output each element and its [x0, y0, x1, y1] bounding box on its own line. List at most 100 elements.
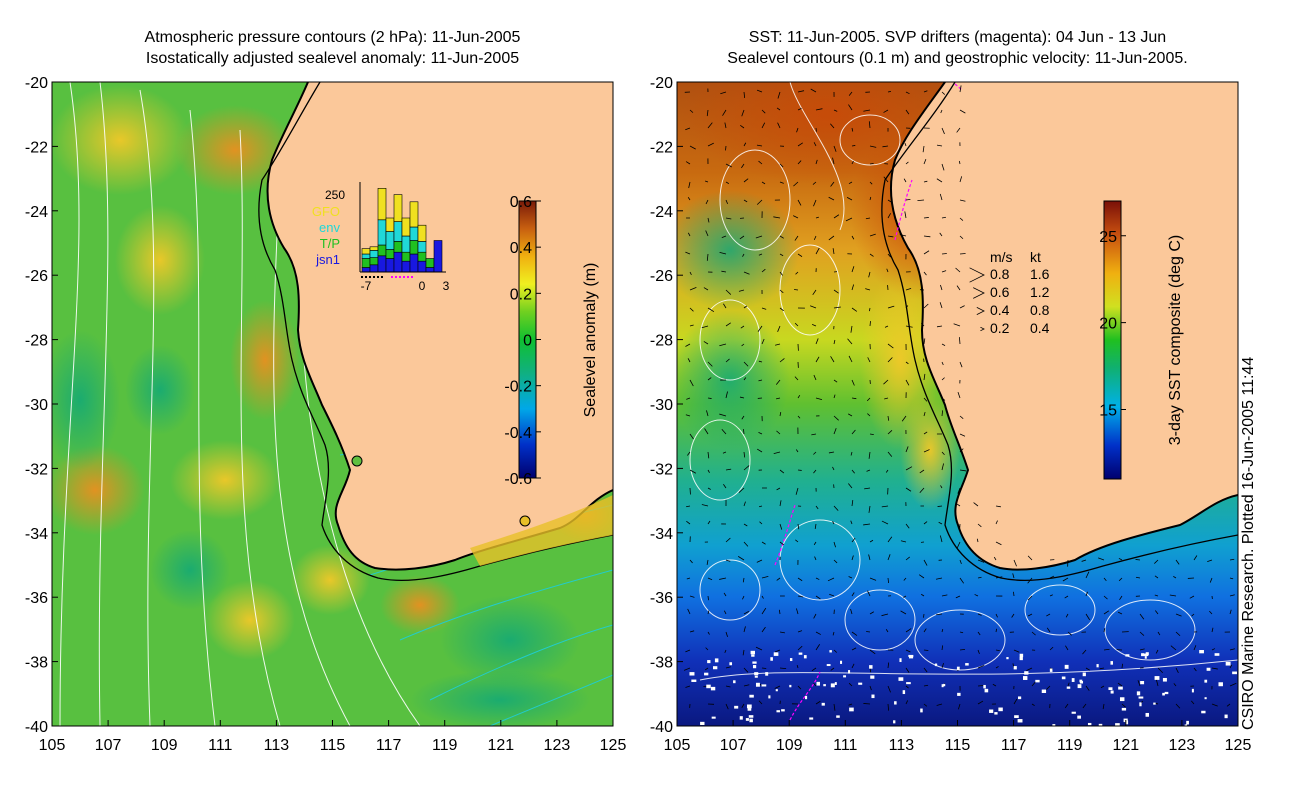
velocity-arrow: [992, 683, 997, 687]
cloud-pixel: [1232, 671, 1237, 675]
cloud-pixel: [957, 692, 961, 696]
velocity-arrow: [851, 397, 857, 400]
velocity-arrow: [863, 109, 871, 112]
velocity-arrow: [887, 253, 891, 258]
velocity-arrow: [1229, 577, 1234, 580]
velocity-arrow: [815, 577, 820, 580]
geostrophic-velocity-arrows: [683, 85, 1237, 711]
right-shelf-edge: [881, 82, 1238, 581]
velocity-arrow: [725, 199, 729, 205]
velocity-arrow: [959, 253, 966, 255]
velocity-arrow: [887, 343, 894, 349]
cloud-pixel: [1022, 676, 1028, 680]
y-tick-label: -30: [650, 397, 673, 414]
cloud-pixel: [1049, 668, 1053, 672]
esperance-tide-gauge: [519, 515, 531, 527]
cloud-pixel: [1225, 661, 1231, 666]
velocity-arrow: [955, 595, 961, 599]
cloud-pixel: [1077, 715, 1081, 719]
velocity-arrow: [704, 180, 709, 183]
velocity-arrow: [815, 108, 823, 111]
velocity-arrow: [993, 556, 997, 561]
velocity-arrow: [1098, 557, 1105, 561]
inset-bar-tp: [369, 257, 379, 266]
cloud-pixel: [998, 707, 1003, 712]
cloud-pixel: [920, 708, 923, 713]
velocity-arrow: [1117, 611, 1123, 615]
cloud-pixel: [834, 682, 837, 685]
velocity-arrow: [959, 415, 964, 420]
velocity-arrow: [923, 90, 928, 93]
velocity-arrow: [955, 267, 961, 273]
velocity-arrow: [777, 325, 781, 332]
velocity-arrow: [923, 449, 930, 453]
velocity-arrow: [707, 595, 709, 601]
velocity-arrow: [848, 104, 853, 111]
cloud-pixel: [1143, 653, 1149, 657]
velocity-arrow: [832, 466, 835, 471]
velocity-arrow: [940, 485, 943, 489]
velocity-key-header-ms: m/s: [990, 249, 1013, 265]
sst-colorbar-ticks: 25 20 15: [1099, 229, 1126, 420]
cloud-pixel: [773, 652, 779, 656]
velocity-arrow: [796, 608, 799, 615]
velocity-arrow: [813, 199, 817, 207]
cloud-pixel: [1119, 697, 1125, 702]
x-tick-label: 121: [1112, 737, 1139, 754]
velocity-arrow: [725, 289, 732, 295]
velocity-arrow: [977, 700, 984, 705]
right-coastline: [889, 82, 1238, 571]
velocity-arrow: [905, 109, 910, 115]
velocity-arrow: [867, 413, 871, 417]
velocity-arrow: [1027, 595, 1033, 601]
velocity-arrow: [761, 595, 764, 599]
inset-bar-gfo: [409, 201, 419, 228]
velocity-arrow: [827, 577, 835, 582]
inset-bar-gfo: [377, 188, 387, 221]
velocity-arrow: [863, 703, 871, 705]
velocity-arrow: [1137, 680, 1141, 687]
velocity-key-header-kt: kt: [1030, 249, 1041, 265]
cloud-pixel: [908, 654, 914, 657]
sla-colorbar-ticks: 0.6 0.4 0.2 0 -0.2 -0.4 -0.6: [504, 194, 541, 488]
velocity-key-ms: 0.2: [990, 320, 1010, 336]
velocity-arrow: [815, 700, 821, 705]
velocity-arrow: [867, 357, 871, 363]
velocity-arrow: [755, 646, 763, 651]
cloud-pixel: [902, 690, 906, 695]
velocity-arrow: [939, 302, 943, 309]
velocity-arrow: [959, 577, 965, 584]
cloud-pixel: [755, 682, 760, 687]
velocity-arrow: [903, 577, 907, 581]
velocity-arrow: [869, 233, 876, 237]
velocity-arrow: [758, 505, 763, 508]
cloud-pixel: [1201, 710, 1206, 714]
y-tick-label: -40: [650, 719, 673, 736]
velocity-arrow: [1175, 559, 1180, 565]
x-tick-label: 117: [376, 737, 402, 754]
velocity-arrow: [706, 253, 709, 261]
cloud-pixel: [1110, 690, 1114, 694]
velocity-arrow: [761, 307, 767, 310]
velocity-arrow: [1067, 631, 1072, 636]
velocity-arrow: [1013, 698, 1018, 705]
cloud-pixel: [704, 672, 709, 676]
velocity-arrow: [899, 234, 907, 237]
velocity-arrow: [1229, 664, 1233, 669]
velocity-arrow: [740, 325, 745, 329]
velocity-arrow: [1154, 610, 1159, 615]
velocity-arrow: [830, 123, 835, 129]
inset-bar-env: [393, 221, 403, 242]
velocity-arrow: [923, 703, 928, 707]
velocity-arrow: [725, 391, 728, 399]
cloud-pixel: [1191, 688, 1194, 693]
velocity-arrow: [869, 145, 877, 148]
velocity-arrow: [707, 122, 713, 129]
colorbar-tick-label: 0.4: [510, 240, 532, 257]
y-tick-label: -22: [650, 139, 673, 156]
velocity-arrow: [887, 662, 890, 669]
velocity-arrow: [719, 577, 727, 580]
velocity-arrow: [905, 325, 913, 328]
velocity-arrow: [832, 248, 835, 255]
